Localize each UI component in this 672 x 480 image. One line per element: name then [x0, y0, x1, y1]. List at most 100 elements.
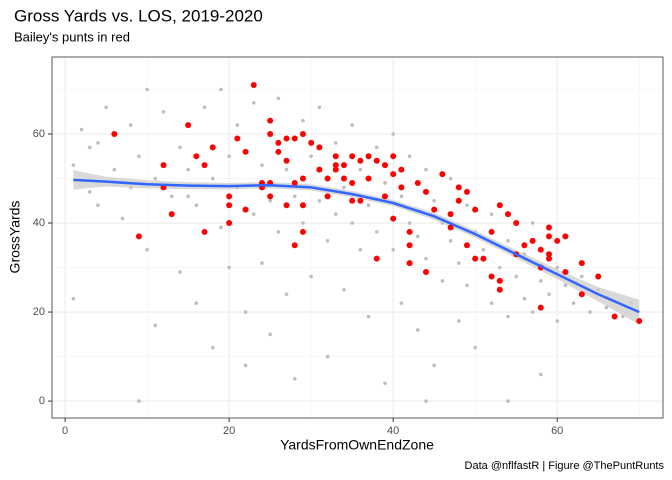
point: [383, 381, 387, 386]
point: [342, 288, 346, 292]
point: [350, 123, 354, 127]
point: [250, 82, 257, 89]
point: [431, 206, 438, 213]
point: [611, 313, 618, 320]
point: [374, 145, 379, 150]
point: [447, 224, 454, 231]
point: [292, 377, 297, 381]
point: [260, 261, 264, 265]
point: [349, 197, 356, 204]
caption: Data @nflfastR | Figure @ThePuntRunts: [465, 460, 665, 472]
point: [537, 304, 544, 311]
point: [407, 154, 412, 159]
point: [201, 162, 208, 169]
point: [481, 247, 486, 252]
point: [414, 179, 421, 186]
point: [226, 220, 233, 227]
point: [546, 255, 553, 262]
point: [316, 166, 323, 173]
point: [135, 233, 142, 240]
point: [284, 167, 289, 172]
point: [112, 167, 117, 172]
point: [496, 202, 503, 209]
point: [537, 246, 544, 253]
point: [275, 139, 282, 146]
chart-title: Gross Yards vs. LOS, 2019-2020: [14, 6, 263, 25]
point: [299, 202, 306, 209]
point: [497, 265, 502, 270]
point: [209, 144, 216, 151]
panel: [52, 57, 663, 418]
point: [424, 256, 428, 261]
point: [79, 127, 84, 132]
point: [87, 190, 92, 194]
y-tick-label: 20: [33, 306, 45, 318]
point: [488, 228, 495, 235]
point: [365, 175, 372, 182]
point: [406, 228, 413, 235]
point: [539, 279, 543, 283]
point: [299, 131, 306, 138]
point: [432, 198, 436, 203]
chart-subtitle: Bailey's punts in red: [14, 29, 130, 44]
point: [292, 194, 297, 199]
x-tick-label: 0: [62, 425, 68, 437]
point: [268, 332, 272, 337]
point: [489, 212, 494, 216]
x-tick-label: 60: [551, 425, 563, 437]
point: [299, 175, 306, 182]
point: [153, 176, 158, 181]
point: [424, 167, 428, 172]
point: [185, 122, 192, 129]
point: [447, 211, 454, 218]
point: [472, 255, 479, 262]
point: [137, 399, 141, 403]
point: [472, 206, 479, 213]
point: [547, 292, 551, 297]
point: [448, 176, 453, 181]
confidence-band: [73, 170, 640, 325]
point: [432, 363, 436, 368]
point: [251, 212, 256, 216]
point: [340, 175, 347, 182]
point: [373, 255, 380, 262]
point: [333, 212, 338, 216]
point: [365, 153, 372, 160]
point: [324, 175, 331, 182]
point: [251, 101, 256, 105]
point: [317, 198, 322, 203]
point: [439, 171, 446, 178]
x-tick-label: 20: [223, 425, 235, 437]
point: [529, 237, 536, 244]
point: [227, 265, 231, 270]
point: [390, 215, 397, 222]
point: [178, 270, 182, 274]
point: [160, 162, 167, 169]
point: [488, 273, 495, 280]
point: [169, 194, 174, 199]
y-tick-label: 40: [33, 217, 45, 229]
point: [456, 261, 461, 265]
point: [636, 317, 643, 324]
point: [473, 345, 477, 350]
point: [415, 234, 420, 239]
point: [546, 233, 553, 240]
point: [390, 153, 397, 160]
point: [522, 296, 527, 301]
point: [268, 198, 272, 203]
point: [381, 193, 388, 200]
point: [242, 206, 249, 213]
point: [554, 237, 561, 244]
point: [530, 310, 535, 314]
point: [301, 118, 305, 123]
point: [399, 194, 404, 199]
point: [455, 184, 462, 191]
point: [381, 162, 388, 169]
point: [242, 148, 249, 155]
point: [506, 314, 510, 319]
point: [284, 292, 289, 297]
point: [96, 203, 100, 208]
point: [325, 354, 330, 359]
point: [267, 117, 274, 124]
point: [357, 197, 364, 204]
